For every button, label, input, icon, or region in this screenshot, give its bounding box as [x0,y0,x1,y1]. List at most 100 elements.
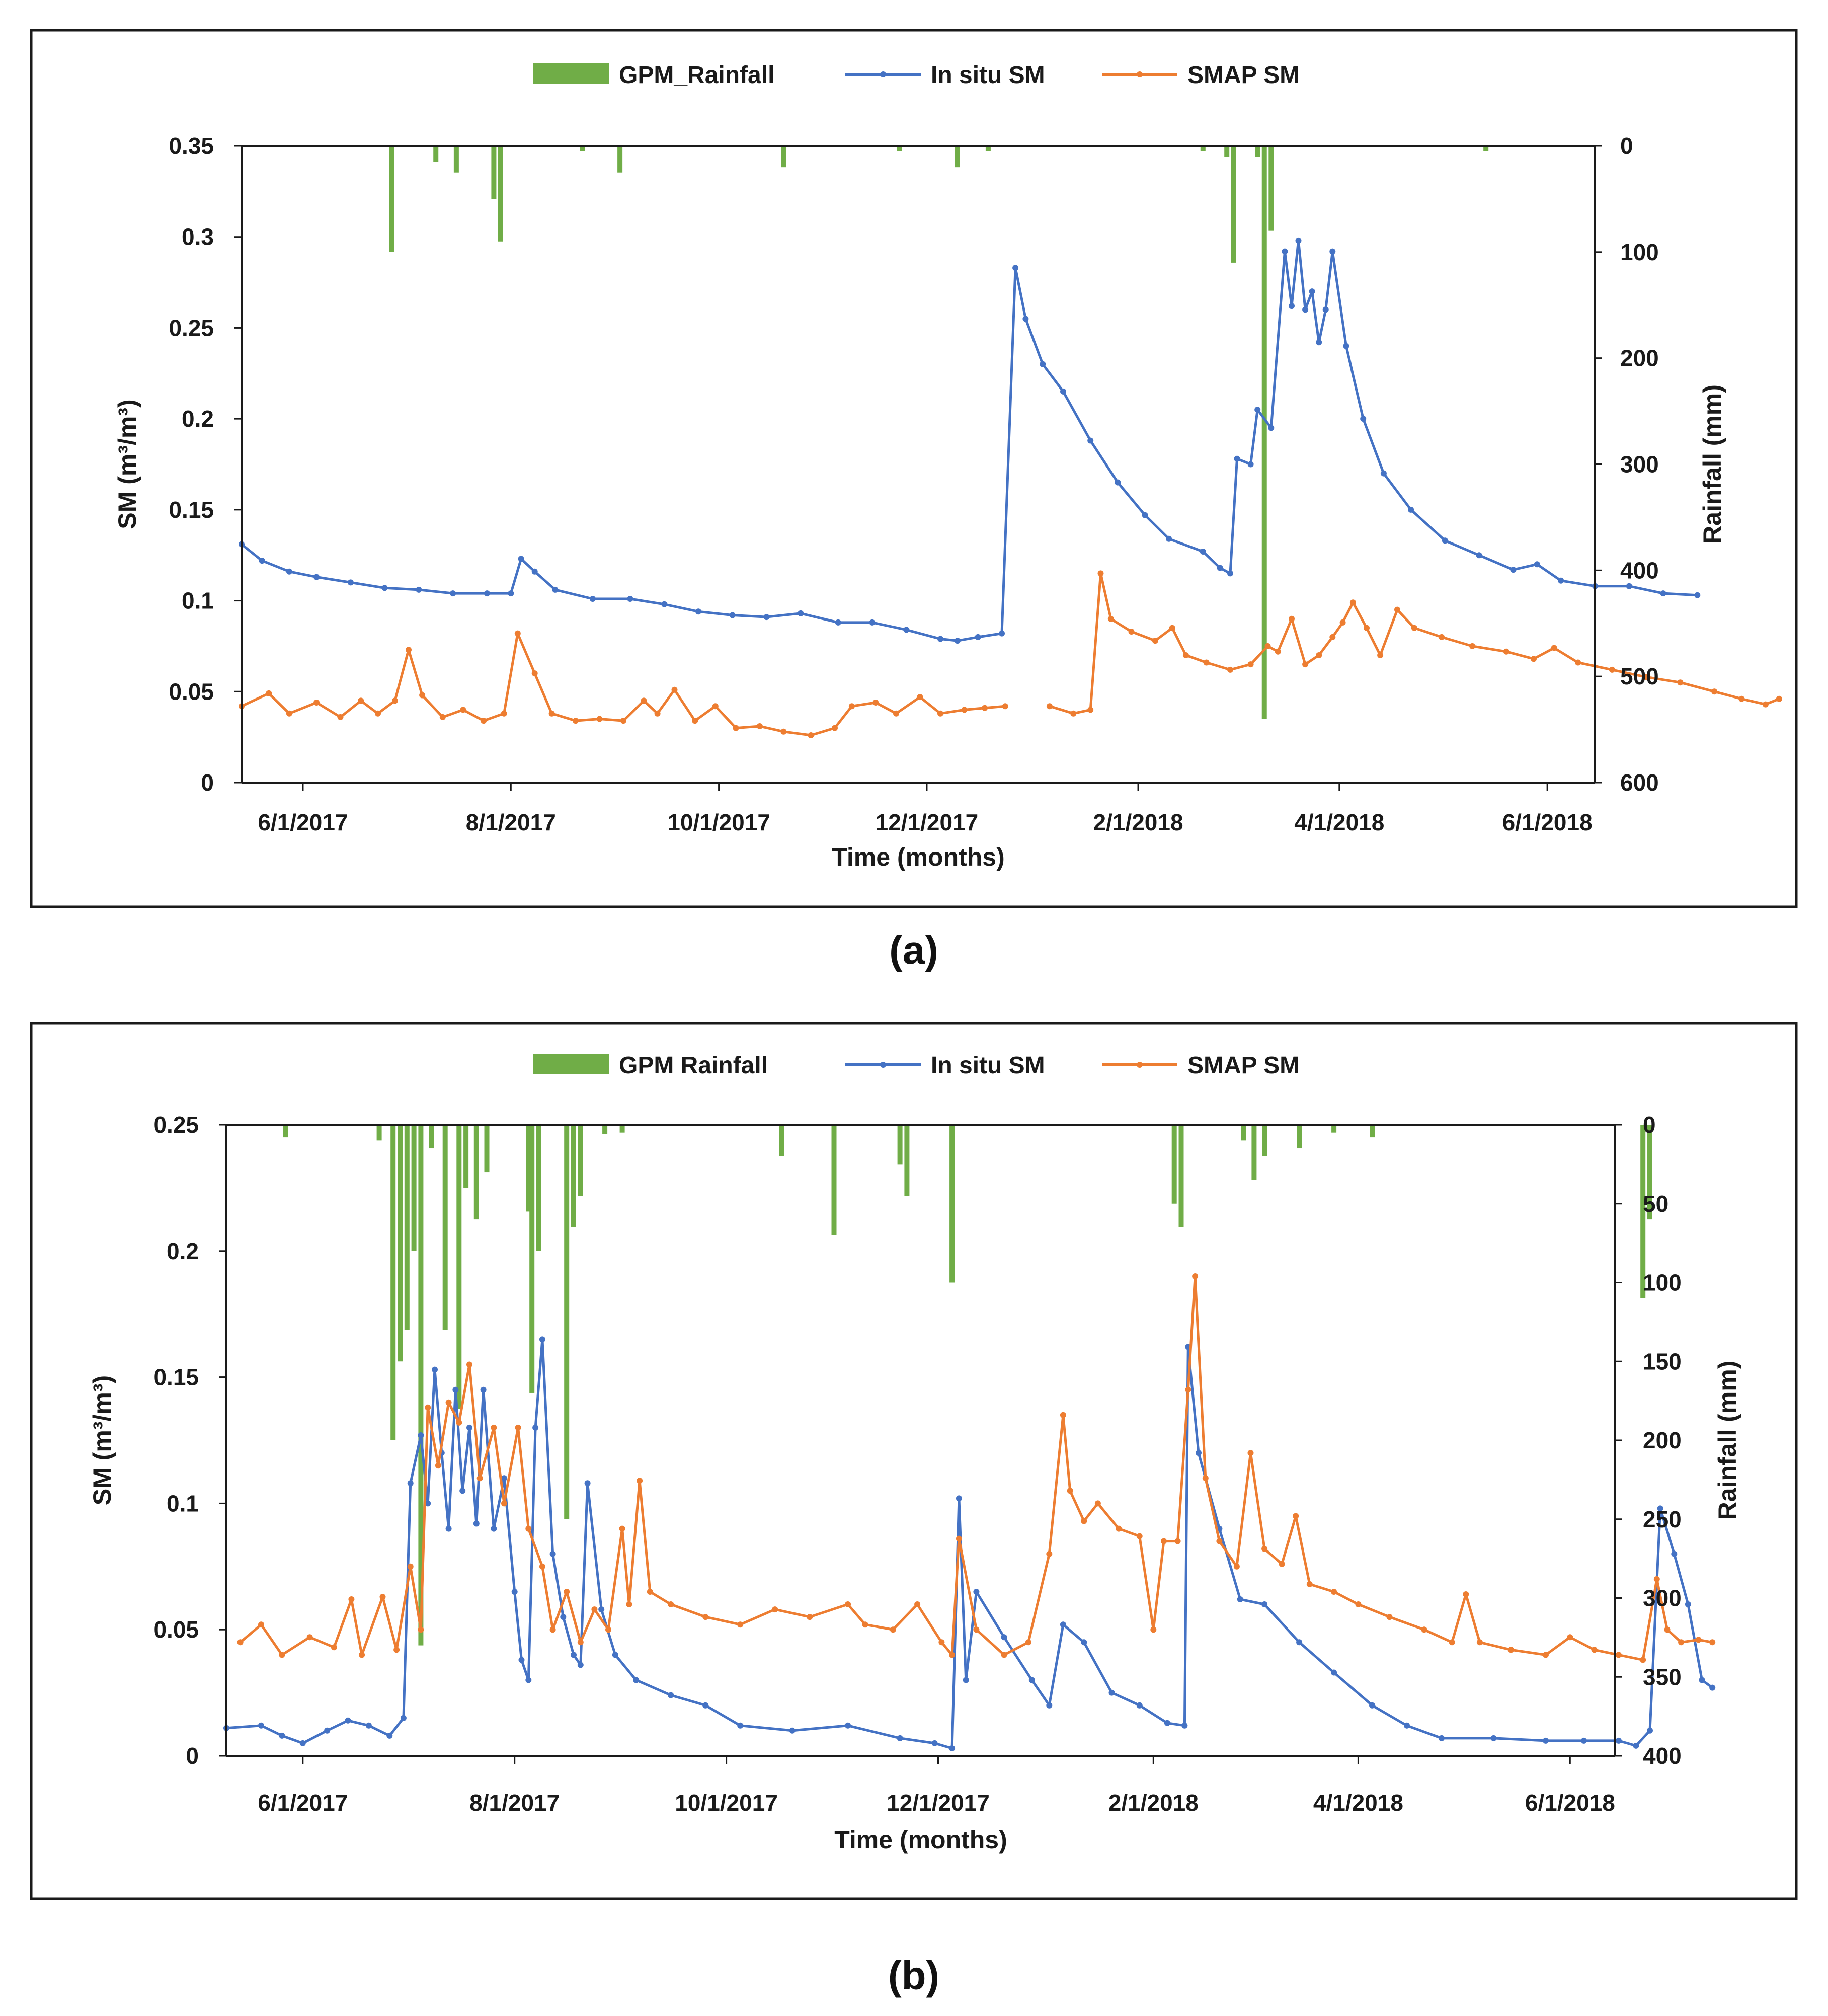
chart-frame [30,1022,1798,1900]
right-tick-label: 150 [1643,1348,1682,1374]
insitu-point [480,1386,487,1393]
smap-point [476,1475,483,1482]
smap-point [306,1634,313,1641]
panel-label: (b) [888,1953,939,1998]
insitu-point [1302,306,1309,313]
left-tick-label: 0 [201,769,214,796]
rainfall-bar [781,146,786,168]
smap-point [1261,1545,1268,1552]
rainfall-bar [398,1125,403,1362]
right-tick-label: 300 [1620,451,1659,478]
insitu-point [1164,1720,1170,1726]
insitu-point [1510,567,1517,573]
insitu-point [1657,1505,1663,1512]
smap-point [1411,625,1417,631]
smap-point [548,710,555,717]
rainfall-bar [580,146,585,151]
rainfall-bar [429,1125,434,1149]
insitu-point [661,601,668,607]
smap-point [1653,1576,1660,1582]
insitu-point [798,610,804,616]
insitu-point [1442,537,1448,544]
smap-point [961,707,968,713]
rainfall-bar [283,1125,288,1138]
smap-point [1202,1475,1209,1482]
rainfall-bar [536,1125,541,1251]
chart-frame [30,29,1798,908]
smap-point [848,703,855,710]
smap-point [1386,1614,1393,1620]
x-tick-label: 4/1/2018 [1313,1790,1403,1816]
insitu-point [1181,1722,1188,1729]
smap-point [737,1621,744,1628]
left-tick-label: 0.25 [153,1112,199,1138]
insitu-point [931,1740,938,1746]
right-tick-label: 400 [1643,1743,1682,1769]
insitu-point [1439,1735,1445,1741]
insitu-point [445,1525,452,1532]
smap-point [1279,1561,1285,1567]
smap-point [501,710,507,717]
smap-point [514,630,521,637]
insitu-point [1087,437,1094,444]
smap-point [1161,1538,1167,1544]
insitu-point [1633,1742,1639,1749]
insitu-point [1040,361,1046,367]
insitu-point [589,596,596,602]
left-tick-label: 0.2 [182,406,214,432]
rainfall-bar [904,1125,910,1196]
insitu-point [345,1717,351,1724]
smap-point [393,1647,400,1653]
rainfall-bar [456,1125,462,1409]
insitu-point [286,568,292,575]
insitu-point [1296,1639,1303,1646]
smap-point [1762,701,1769,708]
insitu-point [963,1677,969,1683]
insitu-point [954,638,961,644]
insitu-point [1685,1601,1691,1607]
insitu-point [1380,470,1387,477]
smap-point [1508,1647,1514,1653]
insitu-point [1647,1727,1653,1734]
insitu-point [416,586,422,593]
insitu-point [1081,1639,1087,1646]
insitu-point [418,1432,424,1438]
rainfall-bar [1370,1125,1375,1138]
panel-label: (a) [889,927,938,972]
insitu-point [737,1722,744,1729]
x-tick-label: 6/1/2018 [1525,1790,1615,1816]
smap-point [1664,1626,1671,1633]
legend-marker-smap [1137,1062,1143,1068]
smap-point [375,710,381,717]
smap-point [780,728,787,735]
smap-point [1174,1538,1181,1544]
smap-point [1185,1386,1191,1393]
right-tick-label: 600 [1620,769,1659,796]
insitu-point [1022,316,1029,322]
insitu-point [975,634,981,640]
insitu-point [450,590,456,597]
smap-point [358,697,364,704]
x-axis-title: Time (months) [832,843,1005,871]
insitu-point [386,1732,393,1739]
smap-point [1503,648,1509,655]
insitu-point [1476,552,1482,559]
smap-point [1678,1639,1685,1646]
y-axis-right-title: Rainfall (mm) [1698,384,1726,544]
rainfall-bar [411,1125,417,1251]
insitu-point [1046,1702,1053,1709]
rainfall-bar [955,146,960,168]
rainfall-bar [390,1125,396,1440]
rainfall-bar [418,1125,424,1646]
smap-point [539,1563,545,1570]
smap-point [637,1478,643,1484]
insitu-point [702,1702,709,1709]
left-tick-label: 0.25 [169,315,214,341]
rainfall-bar [619,1125,625,1133]
insitu-point [999,630,1005,637]
smap-point [756,723,763,729]
smap-point [1067,1488,1073,1494]
smap-point [1128,629,1135,635]
x-tick-label: 12/1/2017 [887,1790,990,1816]
smap-point [407,1563,414,1570]
